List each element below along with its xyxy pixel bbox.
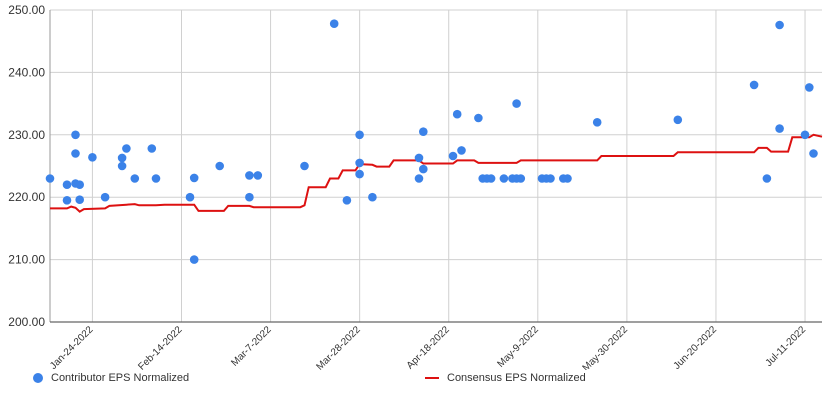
contributor-point [749,80,759,90]
x-tick-label: Jul-11-2022 [764,324,809,369]
x-tick-label: Apr-18-2022 [405,324,452,370]
contributor-point [147,144,157,153]
contributor-point [355,169,364,179]
contributor-point [486,174,496,183]
x-tick-label: Mar-7-2022 [229,324,274,369]
contributor-point [342,196,352,205]
contributor-point [130,174,140,183]
contributor-point [414,174,424,183]
consensus-eps-line [50,133,823,213]
contributor-point [300,161,309,171]
contributor-point [355,130,364,140]
contributor-point [762,174,772,183]
x-tick-label: May-30-2022 [581,324,631,370]
contributor-point [62,196,72,205]
contributor-point [775,20,784,30]
y-tick-label: 250.00 [8,3,45,17]
legend-label: Contributor EPS Normalized [51,372,190,384]
y-tick-label: 240.00 [8,65,45,79]
x-tick-label: Jun-20-2022 [672,324,720,370]
contributor-point [100,192,110,202]
contributor-point [75,180,84,189]
legend: Contributor EPS Normalized Consensus EPS… [0,372,834,392]
contributor-point [62,180,72,189]
y-tick-label: 210.00 [8,253,45,267]
contributor-point [71,130,80,140]
contributor-point [546,174,555,183]
contributor-point [245,171,254,180]
contributor-point [189,173,199,183]
legend-dot-icon [33,373,43,383]
contributor-point [809,149,818,158]
contributor-point [71,149,80,158]
x-tick-label: May-9-2022 [495,324,541,370]
contributor-series [45,19,818,264]
contributor-point [75,195,84,204]
contributor-point [215,161,224,171]
contributor-point [117,153,127,163]
legend-item-consensus[interactable]: Consensus EPS Normalized [425,372,586,384]
contributor-point [512,99,521,108]
contributor-point [414,153,424,163]
contributor-point [45,174,55,183]
contributor-point [419,164,428,174]
contributor-point [189,255,199,264]
legend-line-icon [425,377,439,379]
contributor-point [329,19,339,29]
contributor-point [563,174,572,183]
contributor-point [419,127,428,136]
legend-label: Consensus EPS Normalized [447,372,586,384]
contributor-point [122,144,131,153]
contributor-point [805,83,814,92]
contributor-point [88,153,97,162]
legend-item-contributor[interactable]: Contributor EPS Normalized [33,372,189,384]
contributor-point [775,124,784,133]
contributor-point [185,192,195,202]
contributor-point [457,146,466,155]
contributor-point [474,113,483,123]
y-tick-label: 230.00 [8,128,45,142]
contributor-point [253,171,263,180]
contributor-point [245,192,254,202]
contributor-point [800,130,810,140]
y-tick-label: 220.00 [8,190,45,204]
contributor-point [499,174,509,183]
y-tick-label: 200.00 [8,315,45,329]
x-tick-label: Feb-14-2022 [136,324,185,370]
contributor-point [151,174,161,183]
contributor-point [592,118,602,127]
contributor-point [516,174,526,183]
grid [50,9,822,323]
x-tick-label: Mar-28-2022 [314,324,363,370]
x-tick-label: Jan-24-2022 [48,324,96,370]
contributor-point [355,158,364,168]
consensus-series [50,133,823,213]
contributor-point [117,161,127,171]
contributor-point [368,192,377,202]
contributor-point [452,109,462,119]
axes: 200.00 210.00 220.00 230.00 240.00 250.00 Jan-… [8,3,822,370]
contributor-point [448,151,458,161]
chart-plot: 200.00 210.00 220.00 230.00 240.00 250.00 Jan-… [8,3,823,370]
contributor-point [673,115,683,125]
